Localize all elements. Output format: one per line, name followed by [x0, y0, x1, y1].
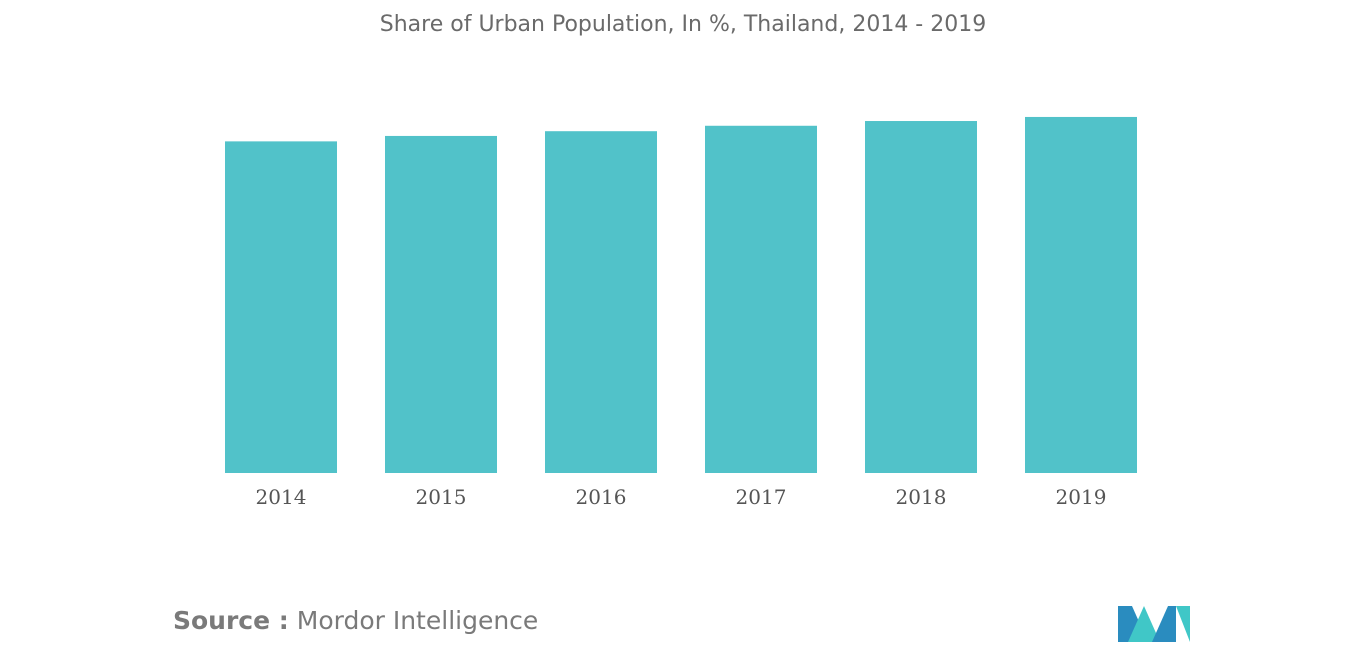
x-tick-label: 2014: [256, 485, 307, 509]
bar-2014: [225, 141, 337, 474]
mordor-intelligence-logo-icon: [1118, 606, 1190, 642]
bar-2018: [865, 121, 977, 474]
bar-chart: 2014 2015 2016 2017 2018 2019: [225, 116, 1137, 509]
bar-2015: [385, 135, 497, 473]
x-tick-label: 2017: [736, 485, 787, 509]
bar-2019: [1025, 116, 1137, 474]
x-tick-label: 2018: [896, 485, 947, 509]
bar-2016: [545, 131, 657, 474]
x-tick-label: 2016: [576, 485, 627, 509]
chart-title: Share of Urban Population, In %, Thailan…: [379, 12, 987, 37]
bar-2017: [705, 125, 817, 474]
source-label: Source :: [173, 606, 289, 635]
source-name: Mordor Intelligence: [296, 606, 539, 635]
x-tick-label: 2019: [1056, 485, 1107, 509]
source-line: Source : Mordor Intelligence: [173, 606, 538, 635]
x-tick-label: 2015: [416, 485, 467, 509]
